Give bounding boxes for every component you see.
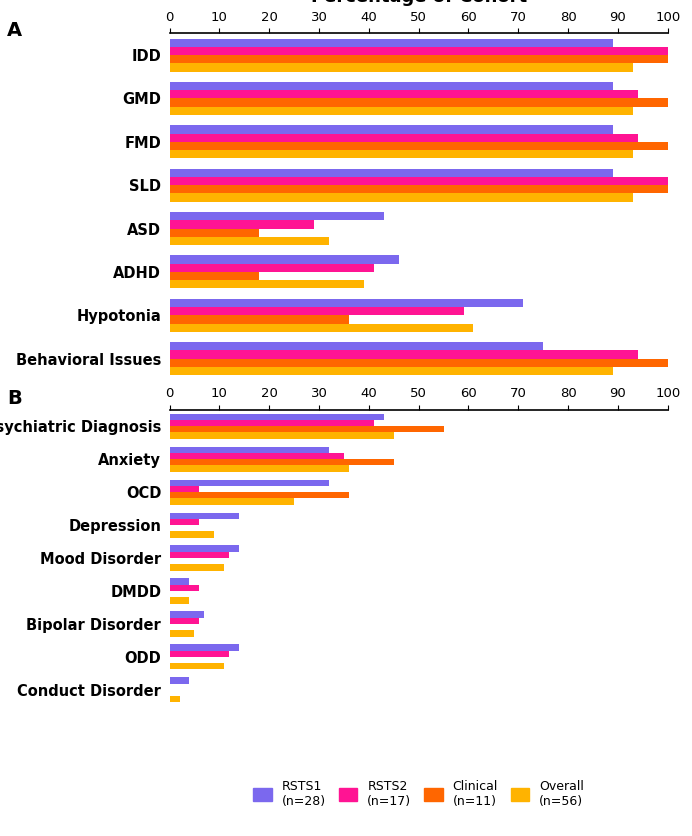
Bar (170, 677, 190, 684)
Bar (170, 342, 543, 350)
Bar (170, 618, 199, 624)
Bar (170, 519, 199, 525)
Bar (170, 650, 229, 657)
Bar (170, 212, 384, 221)
Bar (170, 55, 668, 64)
Bar (170, 579, 190, 584)
Bar (170, 414, 384, 420)
Bar (170, 237, 329, 245)
Bar (170, 125, 613, 134)
Bar (170, 532, 215, 538)
Bar (170, 256, 399, 263)
Bar (170, 90, 638, 99)
Bar (170, 263, 374, 272)
Bar (170, 324, 473, 332)
Bar (170, 597, 190, 604)
Bar (170, 272, 260, 280)
Bar (170, 38, 613, 47)
Text: A: A (7, 21, 22, 40)
Bar (170, 228, 260, 237)
Bar (170, 546, 239, 552)
Bar (170, 186, 668, 193)
Bar (170, 459, 394, 466)
Bar (170, 453, 344, 459)
Bar (170, 446, 329, 453)
Bar (170, 169, 613, 177)
Bar (170, 564, 224, 570)
Bar (170, 142, 668, 150)
Bar (170, 663, 224, 670)
Bar (170, 426, 444, 432)
Bar (170, 99, 668, 107)
Bar (170, 552, 229, 558)
Bar (170, 466, 349, 472)
Bar (170, 350, 638, 359)
Bar (170, 221, 314, 228)
Text: B: B (7, 389, 21, 408)
Bar (170, 492, 349, 498)
X-axis label: Percentage of Cohort: Percentage of Cohort (311, 0, 527, 7)
Bar (170, 82, 613, 90)
Bar (170, 512, 239, 519)
Bar (170, 359, 668, 367)
Bar (170, 432, 394, 439)
Bar (170, 107, 633, 115)
Bar (170, 134, 638, 142)
Bar (170, 315, 349, 324)
Bar (170, 630, 194, 636)
Bar (170, 280, 364, 288)
Bar (170, 47, 668, 55)
Bar (170, 480, 329, 486)
Bar (170, 584, 199, 591)
Bar (170, 420, 374, 426)
Bar (170, 498, 294, 505)
Bar (170, 177, 668, 186)
Bar (170, 486, 199, 492)
Bar (170, 645, 239, 650)
Bar (170, 367, 613, 375)
Bar (170, 193, 633, 201)
Bar (170, 150, 633, 158)
Bar (170, 696, 179, 702)
Bar (170, 307, 464, 315)
Bar (170, 64, 633, 72)
Legend: RSTS1
(n=28), RSTS2
(n=17), Clinical
(n=11), Overall
(n=56): RSTS1 (n=28), RSTS2 (n=17), Clinical (n=… (248, 775, 589, 813)
Bar (170, 298, 523, 307)
Bar (170, 611, 204, 618)
